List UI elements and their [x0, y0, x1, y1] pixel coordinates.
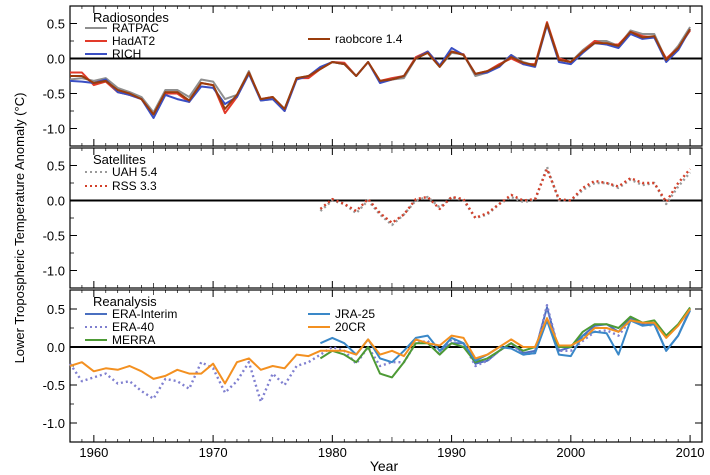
legend-label-jra-25: JRA-25 — [335, 307, 375, 321]
series-line-raobcore-1-4 — [70, 22, 691, 116]
y-tick-label: 0.5 — [47, 302, 65, 317]
y-tick-label: -1.0 — [43, 122, 65, 137]
x-axis-label: Year — [370, 458, 399, 474]
legend-label-rss-3-3: RSS 3.3 — [112, 179, 157, 193]
y-axis-label: Lower Tropospheric Temperature Anomaly (… — [12, 93, 27, 364]
panel-title: Reanalysis — [93, 294, 157, 309]
legend-label-ratpac: RATPAC — [112, 21, 159, 35]
plot-frame — [69, 5, 703, 147]
legend-label-20cr: 20CR — [335, 320, 366, 334]
panel-title: Satellites — [93, 152, 146, 167]
x-tick-label: 1970 — [199, 445, 228, 460]
y-tick-label: -0.5 — [43, 87, 65, 102]
y-tick-label: 0.0 — [47, 340, 65, 355]
series-line-jra-25 — [319, 310, 692, 364]
panel-reanalysis: 0.5 0.0 -0.5 -1.0 1960 1970 1980 1990 2000 2010 Re… — [43, 289, 705, 460]
series-line-rss-3-3 — [319, 167, 692, 225]
x-tick-label: 1980 — [318, 445, 347, 460]
series-line-uah-5-4 — [319, 165, 692, 227]
y-tick-label: 0.5 — [47, 159, 65, 174]
y-tick-label: 0.5 — [47, 17, 65, 32]
y-tick-label: -0.5 — [43, 229, 65, 244]
y-tick-label: 0.0 — [47, 194, 65, 209]
x-tick-label: 2010 — [676, 445, 705, 460]
y-tick-label: -0.5 — [43, 378, 65, 393]
legend-label-era-40: ERA-40 — [112, 320, 154, 334]
x-tick-label: 1990 — [437, 445, 466, 460]
y-tick-label: -1.0 — [43, 264, 65, 279]
x-tick-label: 2000 — [556, 445, 585, 460]
legend-label-rich: RICH — [112, 47, 141, 61]
legend-label-hadat2: HadAT2 — [112, 34, 155, 48]
y-tick-label: -1.0 — [43, 416, 65, 431]
legend-label-uah-5-4: UAH 5.4 — [112, 165, 158, 179]
legend-label-raobcore-1-4: raobcore 1.4 — [335, 32, 403, 46]
panel-radiosondes: 0.5 0.0 -0.5 -1.0 RadiosondesRATPACHadAT2RIC… — [43, 5, 703, 147]
panel-title: Radiosondes — [93, 10, 169, 25]
series-line-20cr — [69, 308, 691, 385]
y-tick-label: 0.0 — [47, 52, 65, 67]
legend-label-merra: MERRA — [112, 333, 155, 347]
x-tick-label: 1960 — [79, 445, 108, 460]
legend-label-era-interim: ERA-Interim — [112, 307, 177, 321]
